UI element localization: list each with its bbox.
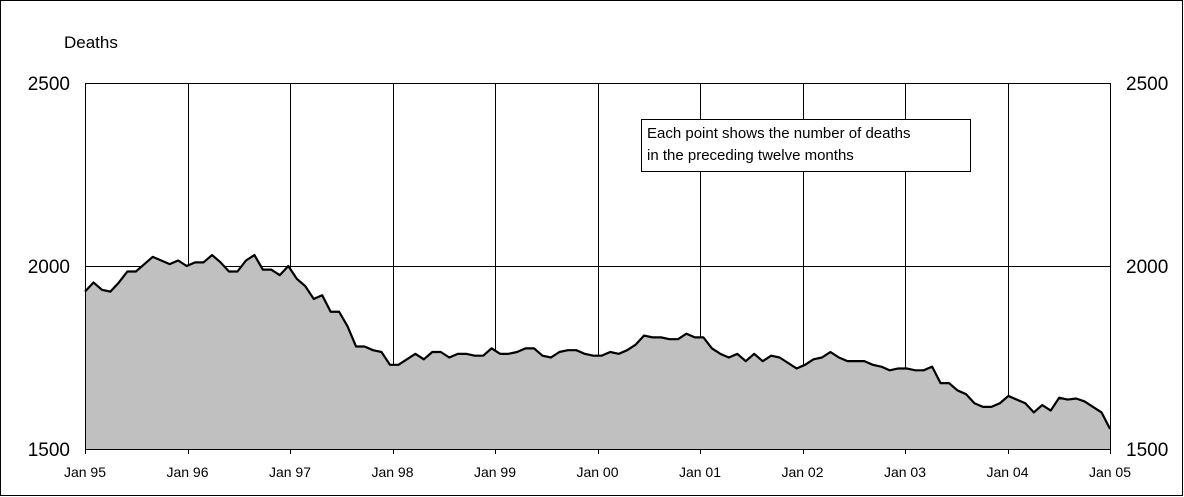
x-tick-label: Jan 99 xyxy=(474,464,516,480)
x-tick-label: Jan 95 xyxy=(64,464,106,480)
annotation-line-2: in the preceding twelve months xyxy=(647,147,854,164)
annotation-box: Each point shows the number of deaths in… xyxy=(641,119,971,172)
x-tick-label: Jan 03 xyxy=(884,464,926,480)
y-tick-label-left: 1500 xyxy=(28,440,70,461)
y-tick-label-right: 2500 xyxy=(1126,74,1168,95)
x-tick-label: Jan 96 xyxy=(166,464,208,480)
x-tick-label: Jan 04 xyxy=(986,464,1028,480)
x-tick-label: Jan 00 xyxy=(576,464,618,480)
y-tick-label-right: 2000 xyxy=(1126,257,1168,278)
x-tick-label: Jan 02 xyxy=(781,464,823,480)
y-tick-label-left: 2000 xyxy=(28,257,70,278)
x-tick-label: Jan 97 xyxy=(269,464,311,480)
y-tick-label-left: 2500 xyxy=(28,74,70,95)
y-axis-label: Deaths xyxy=(64,33,118,52)
series-line xyxy=(84,253,1111,430)
x-tick-label: Jan 05 xyxy=(1089,464,1131,480)
series-area xyxy=(85,255,1110,449)
annotation-line-1: Each point shows the number of deaths xyxy=(647,125,911,142)
y-tick-label-right: 1500 xyxy=(1126,440,1168,461)
x-tick-label: Jan 98 xyxy=(371,464,413,480)
x-tick-label: Jan 01 xyxy=(679,464,721,480)
